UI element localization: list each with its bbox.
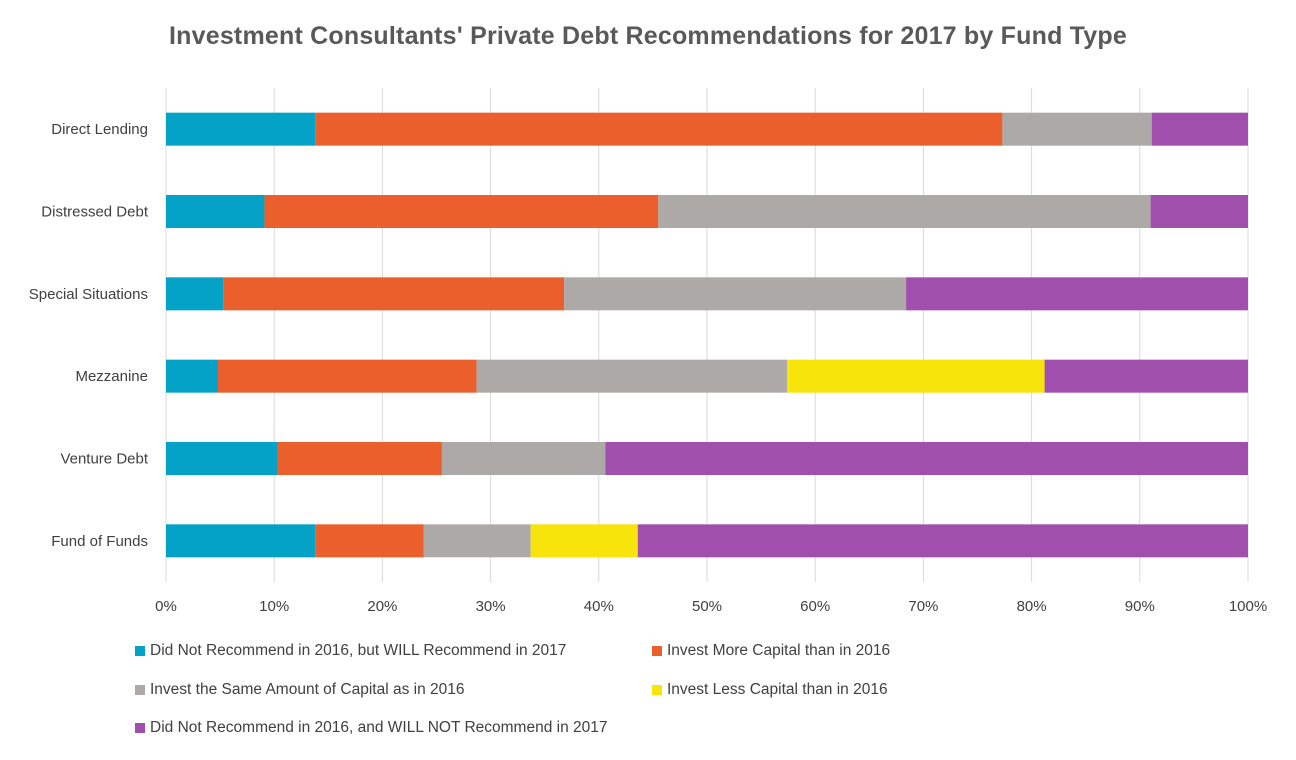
bar-segment (166, 277, 224, 311)
bar-segment (166, 524, 316, 558)
bar-segment (315, 524, 424, 558)
bar-segment (564, 277, 907, 311)
x-axis-tick-labels: 0% 10% 20% 30% 40% 50% 60% 70% 80% 90% 100% (155, 598, 1267, 615)
bar-segment (315, 112, 1003, 146)
category-label: Venture Debt (60, 451, 148, 468)
bar-segment (1151, 112, 1248, 146)
bar-segment (223, 277, 565, 311)
x-tick-label: 80% (1017, 598, 1047, 615)
bar-segment (1150, 195, 1248, 228)
category-label: Distressed Debt (41, 204, 149, 221)
chart-title: Investment Consultants' Private Debt Rec… (169, 22, 1127, 50)
gridlines (165, 88, 1249, 582)
x-tick-label: 40% (584, 598, 614, 615)
x-tick-label: 50% (692, 598, 722, 615)
category-label: Special Situations (29, 286, 148, 303)
x-tick-label: 70% (908, 598, 938, 615)
x-tick-label: 100% (1229, 598, 1267, 615)
bar-segment (476, 359, 788, 393)
x-tick-label: 30% (476, 598, 506, 615)
x-tick-label: 60% (800, 598, 830, 615)
bar-segment (217, 359, 477, 393)
bar-segment (787, 359, 1045, 393)
bar-segment (637, 524, 1248, 558)
bar-segment (605, 442, 1248, 475)
x-tick-label: 20% (367, 598, 397, 615)
bar-segment (423, 524, 531, 558)
bar-segment (658, 195, 1151, 228)
bar-segment (166, 359, 218, 393)
bar-segment (264, 195, 659, 228)
bar-segment (1044, 359, 1248, 393)
bar-segment (277, 442, 442, 475)
bar-segment (441, 442, 606, 475)
category-labels: Direct Lending Distressed Debt Special Sit… (29, 121, 149, 550)
x-tick-label: 90% (1125, 598, 1155, 615)
bars (166, 112, 1248, 558)
bar-segment (166, 195, 265, 228)
x-tick-label: 0% (155, 598, 177, 615)
category-label: Mezzanine (75, 368, 148, 385)
category-label: Fund of Funds (51, 533, 148, 550)
bar-segment (166, 442, 278, 475)
bar-segment (530, 524, 638, 558)
category-label: Direct Lending (51, 121, 148, 138)
x-tick-label: 10% (259, 598, 289, 615)
bar-segment (906, 277, 1248, 311)
bar-segment (1002, 112, 1152, 146)
bar-segment (166, 112, 316, 146)
